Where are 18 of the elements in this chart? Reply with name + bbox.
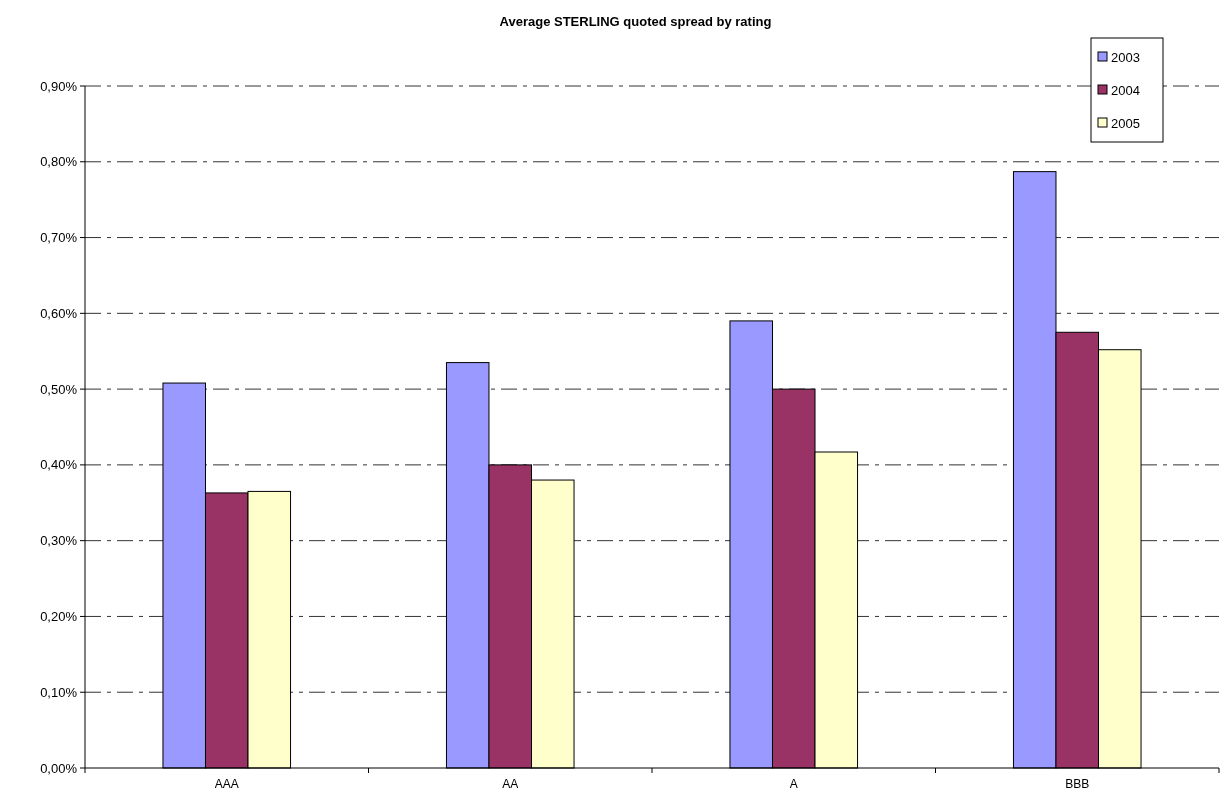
y-tick-label: 0,60% xyxy=(40,305,78,321)
legend-label: 2003 xyxy=(1111,49,1140,65)
y-tick-label: 0,80% xyxy=(40,154,78,170)
y-tick-label: 0,10% xyxy=(40,684,78,700)
y-tick-label: 0,50% xyxy=(40,381,78,397)
y-tick-label: 0,90% xyxy=(40,78,78,94)
y-tick-label: 0,00% xyxy=(40,760,78,776)
y-tick-label: 0,30% xyxy=(40,533,78,549)
x-tick-label: A xyxy=(789,777,798,791)
y-tick-label: 0,20% xyxy=(40,608,78,624)
legend-label: 2005 xyxy=(1111,115,1140,131)
x-tick-label: AAA xyxy=(214,777,239,791)
y-tick-label: 0,40% xyxy=(40,457,78,473)
legend-label: 2004 xyxy=(1111,82,1140,98)
x-tick-label: BBB xyxy=(1065,777,1090,791)
chart-title: Average STERLING quoted spread by rating xyxy=(499,14,772,29)
y-tick-label: 0,70% xyxy=(40,230,78,246)
x-tick-label: AA xyxy=(502,777,519,791)
